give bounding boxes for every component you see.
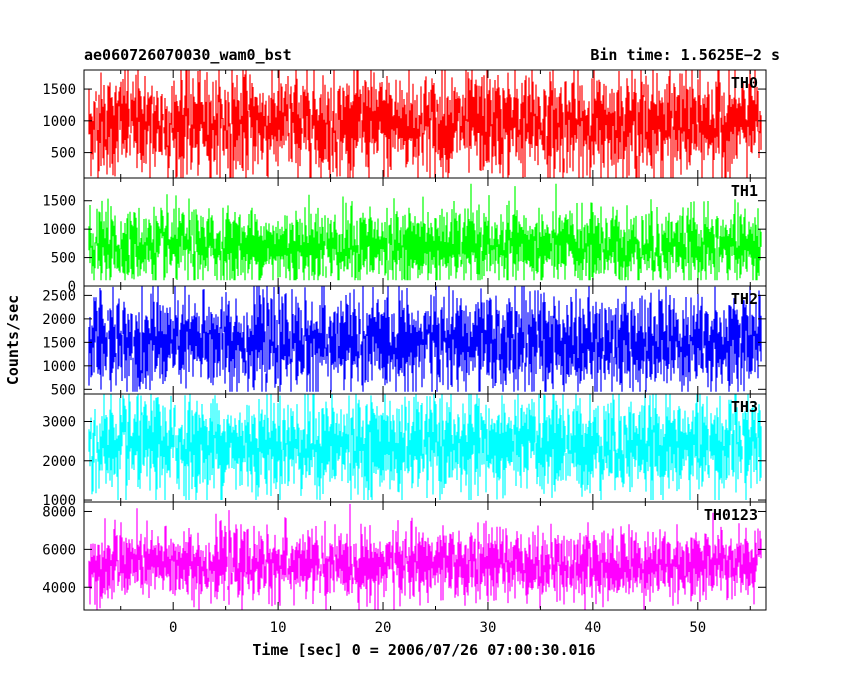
series-label-th3: TH3 xyxy=(731,398,758,416)
bin-time-label: Bin time: 1.5625E−2 s xyxy=(590,46,780,64)
series-line-th3 xyxy=(88,394,762,500)
y-tick-label: 8000 xyxy=(42,504,76,520)
y-tick-label: 500 xyxy=(51,251,76,267)
panel-th1: 0 500 1000 1500 TH1 xyxy=(42,177,767,295)
y-tick-label: 4000 xyxy=(42,580,76,596)
panel-th3: 1000 2000 3000 TH3 xyxy=(42,393,767,509)
x-tick-label: 30 xyxy=(480,620,497,636)
series-label-th2: TH2 xyxy=(731,290,758,308)
y-tick-label: 0 xyxy=(68,279,76,295)
y-tick-label: 1500 xyxy=(42,82,76,98)
x-tick-label: 0 xyxy=(169,620,177,636)
y-tick-label: 500 xyxy=(51,146,76,162)
y-tick-label: 2000 xyxy=(42,454,76,470)
y-tick-label: 2500 xyxy=(42,288,76,304)
panel-th0: 500 1000 1500 TH0 xyxy=(42,69,767,179)
y-tick-label: 1000 xyxy=(42,359,76,375)
series-line-th1 xyxy=(88,183,762,281)
series-label-th0: TH0 xyxy=(731,74,758,92)
chart-title: ae060726070030_wam0_bst xyxy=(84,46,292,64)
panel-frame xyxy=(83,501,767,611)
panel-th2: 500 1000 1500 2000 2500 TH2 xyxy=(42,285,767,398)
y-tick-label: 3000 xyxy=(42,414,76,430)
y-tick-label: 1000 xyxy=(42,114,76,130)
y-tick-label: 1000 xyxy=(42,493,76,509)
series-line-th2 xyxy=(88,286,762,392)
y-axis-label: Counts/sec xyxy=(4,295,22,385)
x-tick-label: 10 xyxy=(270,620,287,636)
series-line-th0123 xyxy=(88,503,762,610)
x-tick-label: 20 xyxy=(375,620,392,636)
series-line-th0 xyxy=(88,70,762,178)
x-axis-label: Time [sec] 0 = 2006/07/26 07:00:30.016 xyxy=(252,641,595,659)
y-tick-label: 500 xyxy=(51,382,76,398)
y-tick-label: 1500 xyxy=(42,335,76,351)
panels-group: 500 1000 1500 TH0 0 500 1000 1500 TH1 500 1000 1500… xyxy=(42,69,767,611)
panel-th0123: 4000 6000 8000 TH0123 xyxy=(42,501,767,611)
series-label-th1: TH1 xyxy=(731,182,758,200)
y-tick-label: 1500 xyxy=(42,194,76,210)
series-label-th0123: TH0123 xyxy=(704,506,758,524)
y-tick-label: 1000 xyxy=(42,222,76,238)
y-tick-label: 6000 xyxy=(42,542,76,558)
x-tick-label: 40 xyxy=(584,620,601,636)
x-axis: 0 10 20 30 40 50 xyxy=(169,620,706,636)
x-tick-label: 50 xyxy=(689,620,706,636)
y-tick-label: 2000 xyxy=(42,312,76,328)
